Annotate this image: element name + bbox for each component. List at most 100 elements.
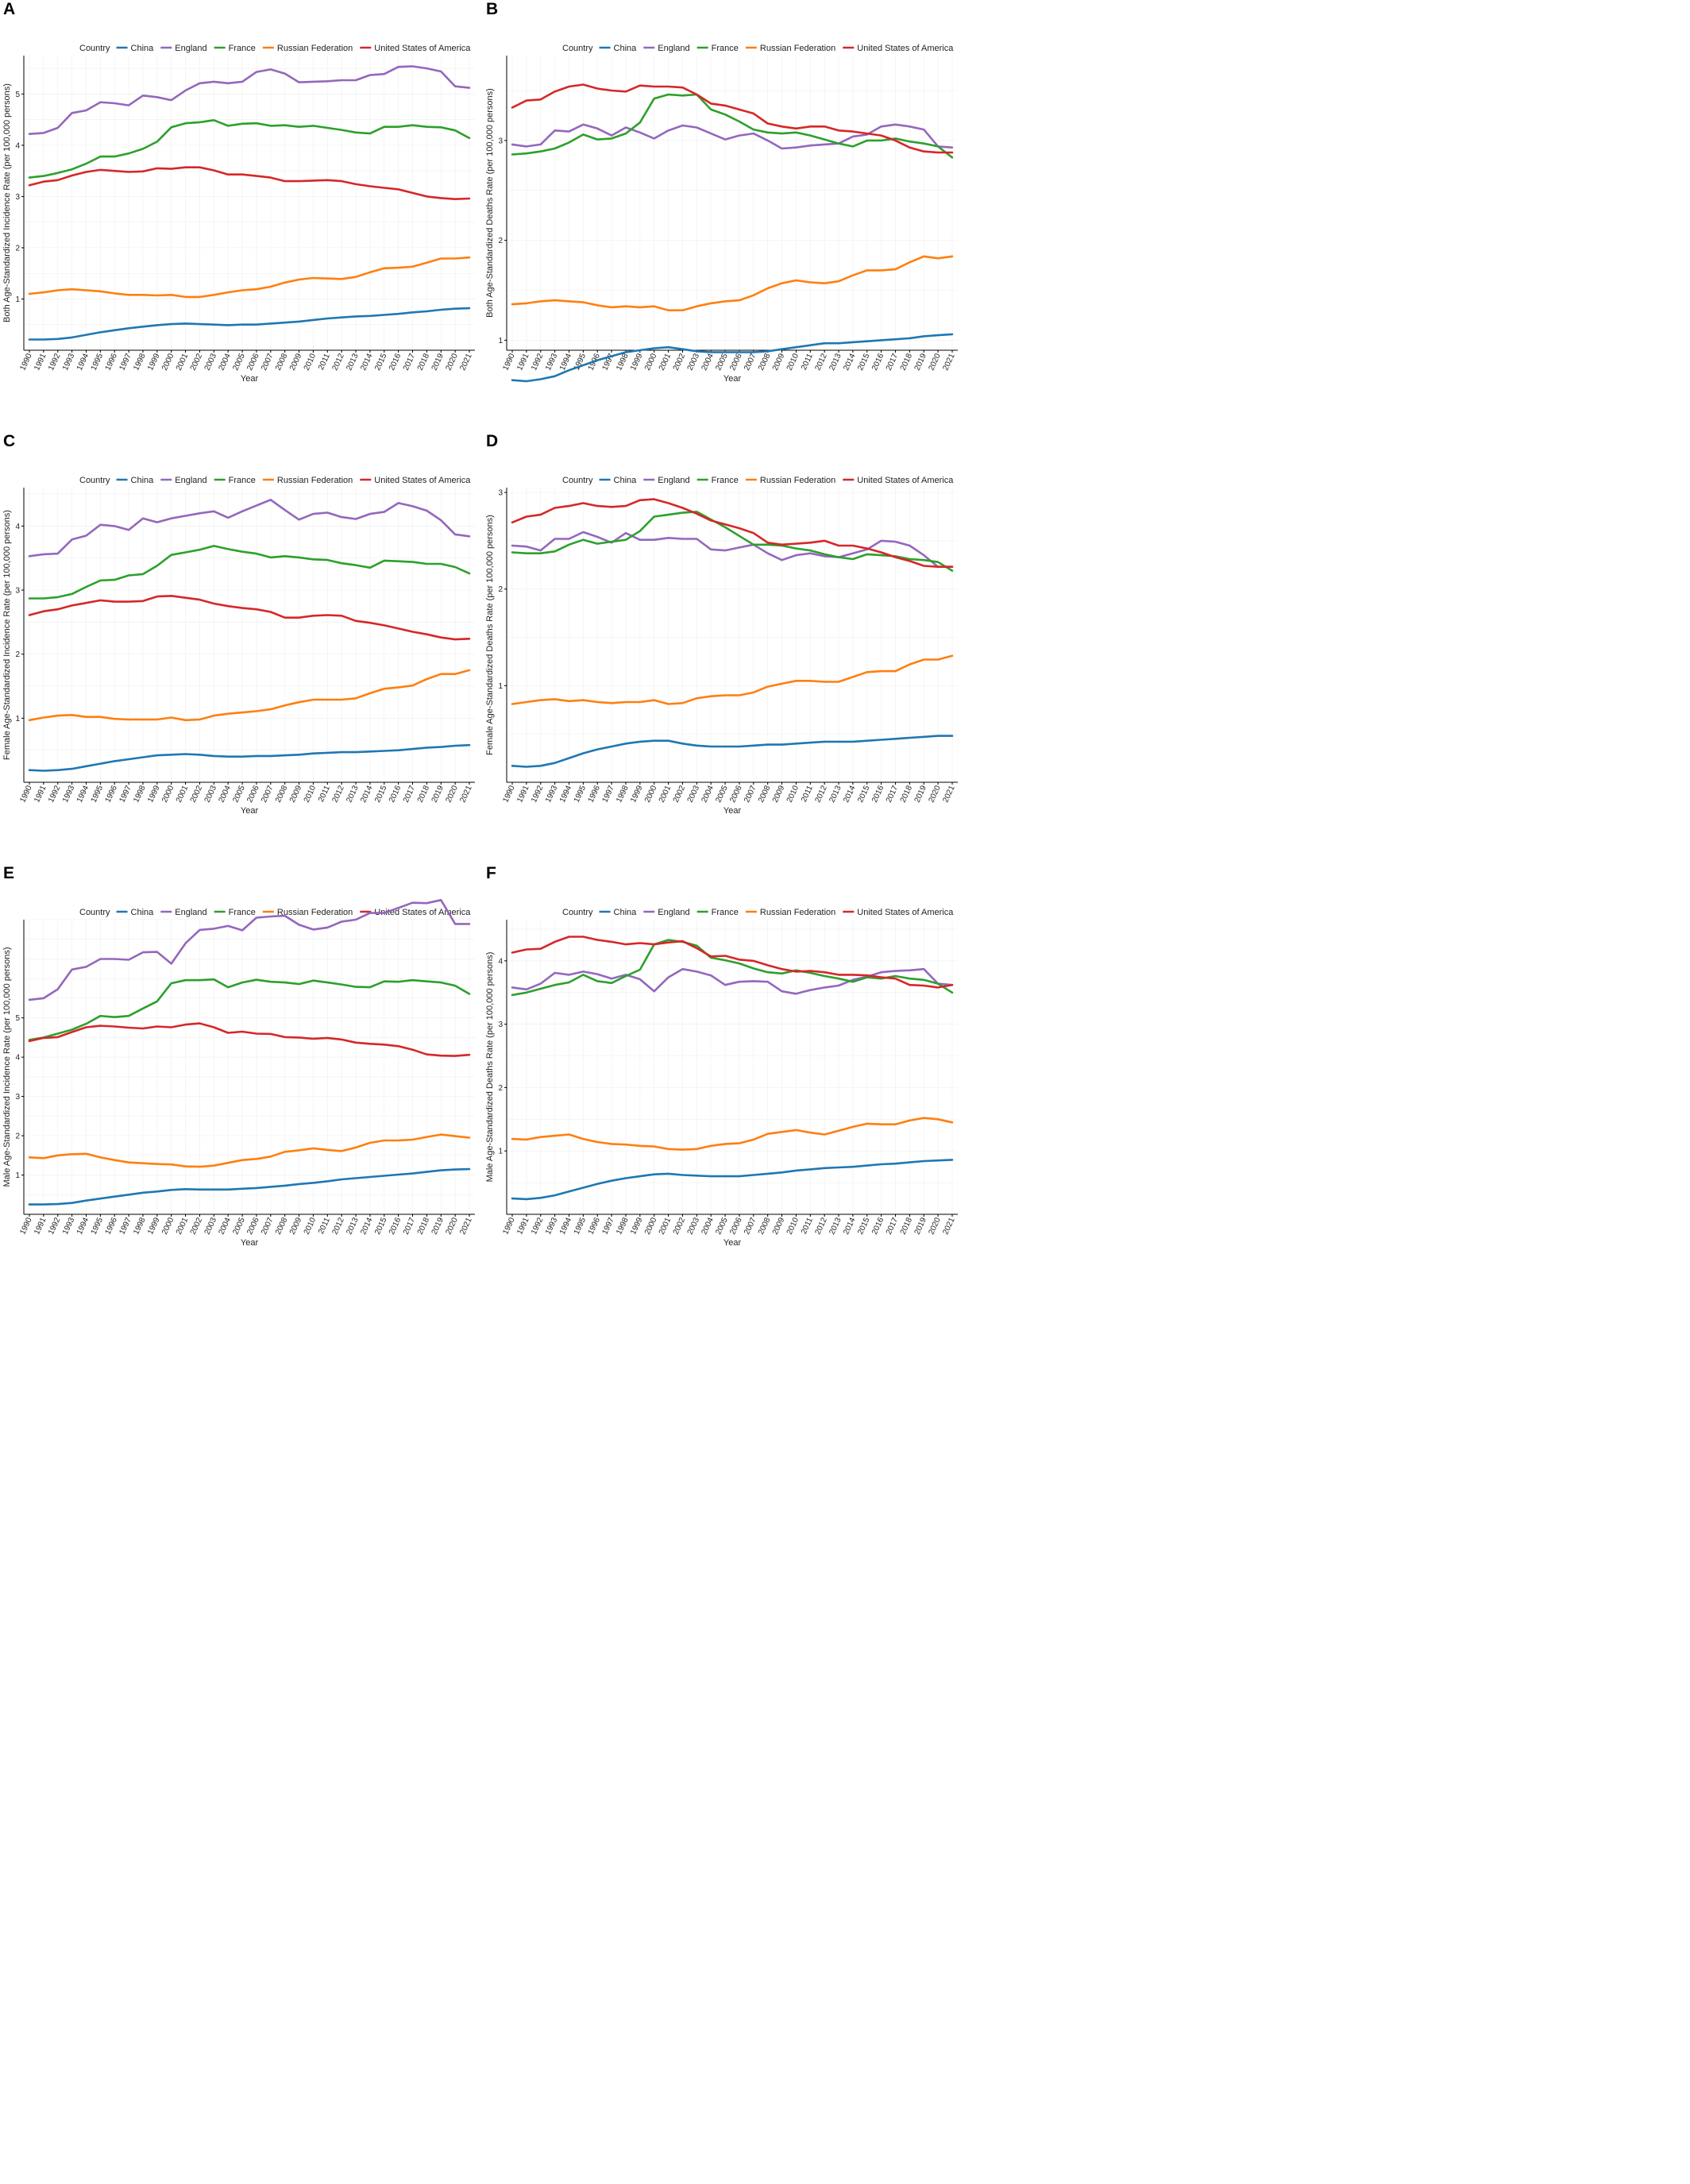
legend-label-england: England	[658, 476, 689, 485]
legend-label-england: England	[658, 908, 689, 917]
x-tick-label: 2010	[303, 784, 318, 804]
x-tick-label: 2002	[672, 1216, 688, 1236]
x-tick-label: 2021	[458, 784, 474, 804]
x-tick-label: 2005	[714, 352, 730, 372]
x-tick-label: 1992	[47, 352, 63, 372]
legend-label-china: China	[131, 908, 155, 917]
chart-svg-c: Country China England France Russian Federat…	[2, 476, 475, 816]
x-tick-label: 1993	[544, 1216, 560, 1236]
x-axis-title: Year	[241, 806, 259, 816]
x-tick-label: 2004	[218, 352, 233, 372]
legend-item-russian-federation: Russian Federation	[262, 908, 353, 917]
x-tick-label: 2018	[899, 1216, 915, 1236]
x-axis-title: Year	[241, 374, 259, 384]
x-axis-title: Year	[723, 1238, 742, 1248]
series-line-united-states-of-america	[28, 595, 471, 641]
gridlines	[24, 488, 475, 782]
x-tick-label: 2017	[885, 352, 901, 372]
series-line-france	[511, 93, 954, 159]
x-tick-label: 1993	[61, 352, 77, 372]
x-tick-label: 1990	[18, 1216, 34, 1236]
x-tick-label: 2002	[189, 784, 205, 804]
x-tick-label: 1991	[515, 352, 531, 372]
x-tick-label: 2009	[771, 784, 787, 804]
series-line-france	[28, 119, 471, 179]
x-tick-label: 2018	[416, 352, 432, 372]
panel-letter-c: C	[3, 432, 16, 450]
legend-label-england: England	[175, 44, 206, 53]
series-line-russian-federation	[511, 654, 954, 705]
series-line-france	[28, 978, 471, 1041]
x-tick-label: 2004	[700, 784, 716, 804]
x-tick-label: 2020	[927, 1216, 943, 1236]
legend-label-france: France	[229, 44, 256, 53]
series-line-china	[511, 735, 954, 768]
y-tick-label: 4	[15, 141, 20, 150]
x-tick-label: 1992	[47, 784, 63, 804]
x-tick-label: 2017	[885, 1216, 901, 1236]
x-tick-label: 2008	[274, 352, 290, 372]
legend-item-russian-federation: Russian Federation	[745, 476, 835, 485]
x-tick-label: 2016	[388, 784, 403, 804]
x-tick-label: 1994	[75, 784, 91, 804]
x-tick-label: 2017	[402, 784, 418, 804]
x-tick-label: 1999	[629, 352, 645, 372]
x-tick-label: 2006	[728, 1216, 744, 1236]
x-tick-label: 2003	[203, 784, 219, 804]
chart-panel-f: F Country China England France Russian Feder…	[483, 864, 966, 1293]
legend-item-england: England	[643, 908, 690, 917]
x-tick-label: 2016	[870, 352, 886, 372]
legend-label-france: France	[712, 44, 739, 53]
chart-panel-d: D Country China England France Russian Feder…	[483, 432, 966, 861]
x-tick-label: 2000	[643, 1216, 659, 1236]
x-tick-label: 1994	[75, 352, 91, 372]
legend-item-russian-federation: Russian Federation	[745, 908, 835, 917]
legend-item-england: England	[160, 908, 207, 917]
x-tick-label: 2013	[828, 1216, 843, 1236]
series-line-united-states-of-america	[28, 166, 471, 200]
x-tick-label: 1996	[104, 352, 120, 372]
x-tick-label: 2014	[842, 784, 858, 804]
x-tick-label: 1995	[90, 784, 106, 804]
legend-item-russian-federation: Russian Federation	[745, 44, 835, 53]
series-line-russian-federation	[28, 256, 471, 299]
x-tick-label: 2002	[672, 352, 688, 372]
x-tick-label: 1991	[33, 1216, 48, 1236]
x-tick-label: 1993	[544, 784, 560, 804]
x-tick-label: 1994	[558, 1216, 574, 1236]
y-tick-label: 1	[498, 337, 503, 345]
series-line-france	[28, 545, 471, 600]
y-tick-label: 2	[498, 585, 503, 594]
x-tick-label: 2007	[260, 1216, 276, 1236]
x-tick-label: 2015	[373, 784, 389, 804]
x-tick-label: 2015	[856, 1216, 872, 1236]
x-tick-label: 2019	[913, 352, 929, 372]
x-tick-label: 1993	[61, 784, 77, 804]
x-tick-label: 2017	[402, 352, 418, 372]
legend: Country China England France Russian Federat…	[562, 476, 954, 485]
x-tick-label: 2002	[672, 784, 688, 804]
x-tick-label: 1992	[47, 1216, 63, 1236]
legend-label-russian-federation: Russian Federation	[760, 908, 835, 917]
series-line-england	[511, 967, 954, 995]
legend-label-china: China	[131, 476, 155, 485]
legend: Country China England France Russian Federat…	[79, 44, 471, 53]
x-tick-label: 2021	[458, 1216, 474, 1236]
x-tick-label: 2010	[785, 784, 801, 804]
series-line-france	[511, 511, 954, 572]
legend-item-united-states-of-america: United States of America	[360, 44, 471, 53]
x-tick-label: 1998	[132, 1216, 148, 1236]
x-tick-label: 2008	[757, 784, 773, 804]
x-tick-label: 2020	[444, 352, 460, 372]
x-tick-label: 2013	[345, 784, 361, 804]
y-axis-title: Both Age-Standardized Incidence Rate (pe…	[2, 83, 12, 322]
series-line-england	[511, 123, 954, 150]
legend-item-england: England	[160, 476, 207, 485]
gridlines	[507, 920, 958, 1214]
x-tick-label: 1996	[104, 1216, 120, 1236]
chart-panel-a: A Country China England France Russian Feder…	[0, 0, 483, 429]
x-tick-label: 1999	[629, 784, 645, 804]
series-line-russian-federation	[511, 1117, 954, 1151]
y-tick-label: 2	[15, 650, 20, 659]
x-tick-label: 2006	[728, 352, 744, 372]
